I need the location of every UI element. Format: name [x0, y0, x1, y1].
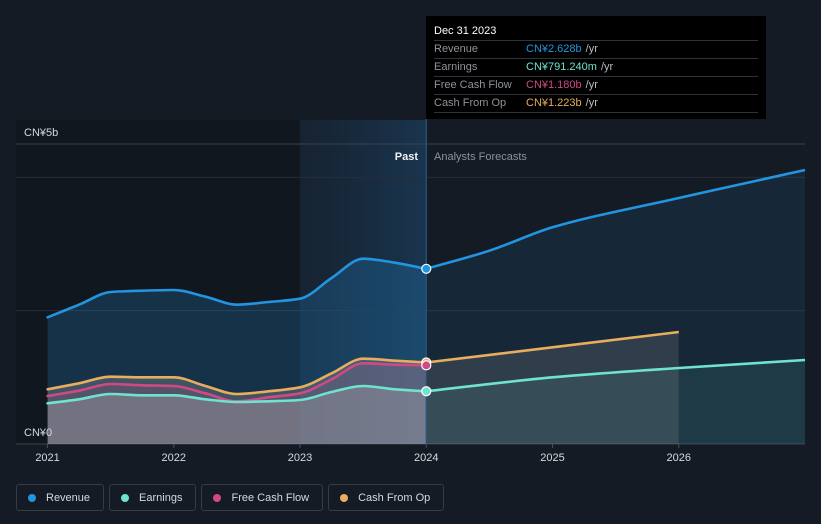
revenue-past-line [46, 257, 428, 319]
tooltip-row-earnings: Earnings CN¥791.240m /yr [434, 58, 758, 76]
revenue-forecast-area [426, 170, 805, 444]
forecast-region-label: Analysts Forecasts [434, 151, 527, 163]
free-cash-flow-dot-icon [213, 493, 222, 502]
cash-from-op-dot-icon [340, 493, 349, 502]
earnings-dot-icon [121, 493, 130, 502]
cash-from-op-forecast-area [426, 332, 679, 444]
free-cash-flow-hover-point [421, 360, 432, 371]
legend-label: Earnings [139, 491, 183, 504]
legend-label: Revenue [46, 491, 91, 504]
series-lines [46, 168, 806, 405]
tooltip-row-free-cash-flow: Free Cash Flow CN¥1.180b /yr [434, 76, 758, 94]
cash-from-op-past-line [46, 357, 428, 396]
tooltip-suffix: /yr [585, 43, 598, 55]
free-cash-flow-past-area [47, 363, 427, 444]
revenue-forecast-line [425, 168, 806, 271]
tooltip-row-cash-from-op: Cash From Op CN¥1.223b /yr [434, 94, 758, 113]
earnings-forecast-line [426, 358, 806, 393]
revenue-dot-icon [28, 493, 36, 502]
past-region-label: Past [395, 151, 419, 163]
tooltip-value: CN¥1.180b [526, 79, 582, 91]
earnings-past-line [46, 384, 428, 405]
legend-item-earnings[interactable]: Earnings [109, 484, 197, 511]
earnings-hover-point [421, 386, 432, 397]
x-tick-label: 2021 [35, 452, 59, 464]
cash-from-op-forecast-line [426, 330, 679, 364]
tooltip-label: Revenue [434, 43, 479, 55]
revenue-past-area [47, 258, 427, 444]
legend-label: Cash From Op [358, 491, 431, 504]
tooltip-label: Free Cash Flow [434, 79, 512, 91]
gridlines [16, 143, 805, 445]
y-axis-top-label: CN¥5b [24, 127, 58, 139]
tooltip-value: CN¥791.240m [526, 61, 597, 73]
legend-item-free-cash-flow[interactable]: Free Cash Flow [201, 484, 324, 511]
x-tick-label: 2025 [540, 452, 564, 464]
x-axis: 2021 2022 2023 2024 2025 2026 [35, 444, 691, 464]
past-region-shade [16, 120, 301, 444]
legend-label: Free Cash Flow [231, 491, 310, 504]
legend-item-cash-from-op[interactable]: Cash From Op [328, 484, 445, 511]
legend-item-revenue[interactable]: Revenue [16, 484, 105, 511]
hover-points [421, 119, 432, 444]
x-tick-label: 2024 [414, 452, 438, 464]
tooltip-value: CN¥1.223b [526, 97, 582, 109]
background-regions [16, 120, 427, 444]
legend: Revenue Earnings Free Cash Flow Cash Fro… [16, 484, 445, 511]
tooltip-label: Cash From Op [434, 97, 507, 109]
earnings-past-area [47, 386, 427, 444]
x-tick-label: 2026 [667, 452, 691, 464]
tooltip-suffix: /yr [600, 61, 614, 73]
tooltip: Dec 31 2023 Revenue CN¥2.628b /yr Earnin… [426, 16, 766, 119]
x-tick-label: 2023 [288, 452, 312, 464]
tooltip-row-revenue: Revenue CN¥2.628b /yr [434, 40, 758, 58]
tooltip-label: Earnings [434, 61, 478, 73]
x-tick-label: 2022 [162, 452, 186, 464]
tooltip-value: CN¥2.628b [526, 43, 582, 55]
tooltip-date: Dec 31 2023 [434, 25, 497, 37]
revenue-hover-point [421, 263, 432, 274]
tooltip-suffix: /yr [585, 79, 598, 91]
tooltip-suffix: /yr [585, 97, 598, 109]
y-axis-zero-label: CN¥0 [24, 427, 52, 439]
